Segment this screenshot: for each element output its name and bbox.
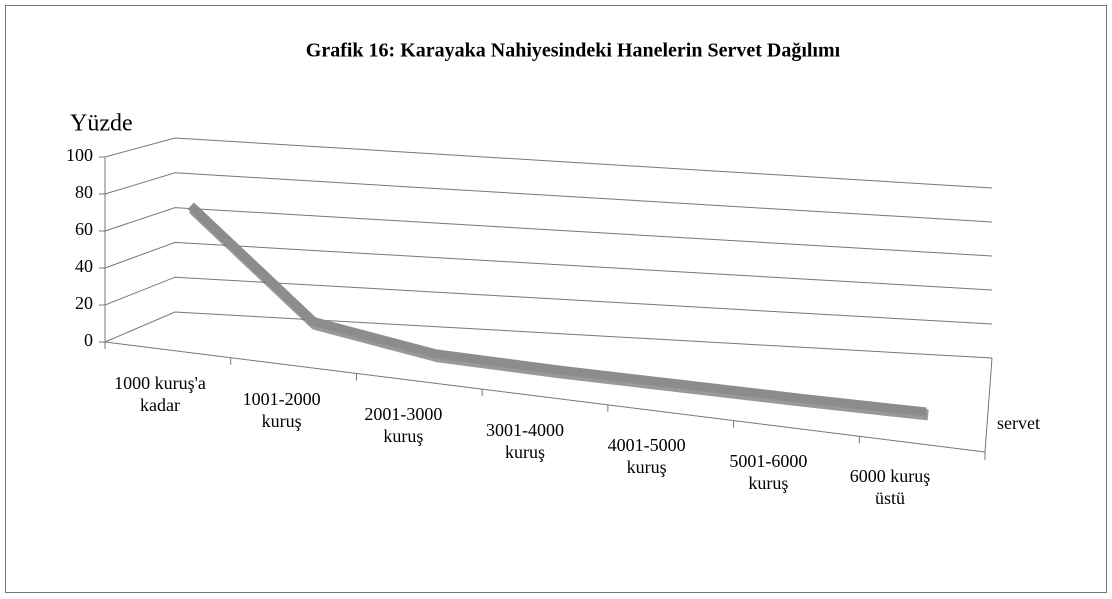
grid-line <box>104 172 993 223</box>
x-tick-label: 3001-4000 kuruş <box>486 419 564 462</box>
y-tick-label: 20 <box>75 293 93 313</box>
x-tick-label: 2001-3000 kuruş <box>364 404 443 446</box>
grid-line <box>104 207 993 257</box>
depth-axis <box>984 357 993 453</box>
x-tick-label: 1000 kuruş'a kadar <box>114 373 206 415</box>
y-tick-label: 0 <box>84 330 93 350</box>
y-tick-label: 100 <box>66 145 93 165</box>
series-axis-label: servet <box>997 413 1040 433</box>
x-tick-label: 1001-2000 kuruş <box>242 388 321 431</box>
grid-line <box>104 311 993 359</box>
chart-title: Grafik 16: Karayaka Nahiyesindeki Hanele… <box>306 40 841 62</box>
x-tick-label: 5001-6000 kuruş <box>729 450 808 493</box>
grid-line <box>104 241 993 291</box>
grid-line <box>104 137 993 189</box>
y-tick-label: 80 <box>75 182 93 202</box>
y-axis-label: Yüzde <box>70 111 133 137</box>
x-tick-label: 4001-5000 kuruş <box>607 435 686 477</box>
grid-line <box>104 276 993 325</box>
x-axis <box>104 341 986 453</box>
x-tick-label: 6000 kuruş üstü <box>849 466 931 508</box>
y-tick-label: 40 <box>75 256 93 276</box>
series-line <box>187 202 927 417</box>
y-tick-label: 60 <box>75 219 93 239</box>
